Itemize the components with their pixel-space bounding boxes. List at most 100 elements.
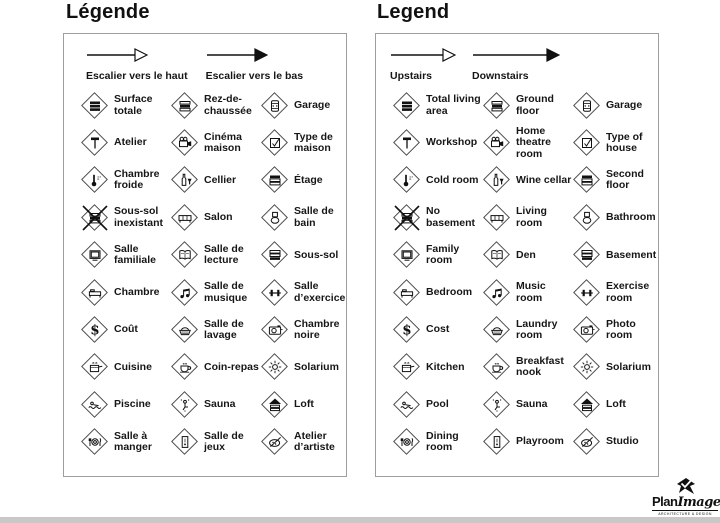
legend-item-label: Type de maison — [294, 130, 333, 155]
legend-item-label: Atelier — [114, 136, 147, 149]
stairs-arrow-item: Downstairs — [472, 47, 561, 82]
dollar-icon: $ — [80, 315, 110, 345]
legend-item: Loft — [572, 386, 662, 423]
legend-item-label: Total living area — [426, 93, 481, 117]
legend-item-label: Kitchen — [426, 360, 465, 373]
legend-item-label: Home theatre room — [516, 124, 552, 160]
logo-tagline: ARCHITECTURE & DESIGN — [652, 510, 718, 516]
legend-item: No basement — [392, 199, 482, 236]
hammer-icon — [392, 128, 422, 158]
legend-item: Solarium — [572, 349, 662, 386]
legend-item: Basement — [572, 237, 662, 274]
dumbbell-icon — [572, 278, 602, 308]
legend-item: Type de maison — [260, 124, 350, 161]
play-icon — [482, 427, 512, 457]
legend-item-label: Salle de lavage — [204, 317, 244, 342]
floors-ground-icon — [170, 91, 200, 121]
legend-item-label: Bathroom — [606, 211, 656, 224]
planimage-logo: PlanImage ARCHITECTURE & DESIGN — [652, 477, 720, 516]
legend-item-label: Salle familiale — [114, 242, 157, 267]
stairs-arrow-item: Escalier vers le haut — [86, 47, 188, 82]
legend-panel-fr: Escalier vers le haut Escalier vers le ba… — [63, 33, 347, 477]
sofa-icon — [170, 203, 200, 233]
legend-item: Coin-repas — [170, 349, 260, 386]
legend-item-label: Dining room — [426, 429, 459, 454]
legend-item-label: Salle de lecture — [204, 242, 244, 267]
legend-item: Playroom — [482, 424, 572, 461]
planimage-mark-icon — [677, 478, 695, 494]
thermometer-icon: 2° — [80, 165, 110, 195]
legend-item: Sauna — [170, 386, 260, 423]
legend-item: Cinéma maison — [170, 124, 260, 161]
legend-item: Living room — [482, 199, 572, 236]
sun-icon — [260, 352, 290, 382]
legend-item: Salle de lecture — [170, 237, 260, 274]
legend-item-label: Salle de jeux — [204, 429, 244, 454]
arrow-up-open-icon — [390, 47, 457, 68]
floors-ground-icon — [482, 91, 512, 121]
book-icon — [482, 240, 512, 270]
legend-item: Salle de bain — [260, 199, 350, 236]
legend-item-label: Studio — [606, 435, 639, 448]
legend-item: Loft — [260, 386, 350, 423]
legend-item: Chambre noire — [260, 311, 350, 348]
palette-icon — [572, 427, 602, 457]
legend-item: Garage — [572, 87, 662, 124]
tv-icon — [392, 240, 422, 270]
legend-item: Studio — [572, 424, 662, 461]
legend-item-label: Coût — [114, 323, 138, 336]
legend-item-label: Breakfast nook — [516, 354, 564, 379]
legend-item-label: Pool — [426, 398, 449, 411]
sofa-icon — [482, 203, 512, 233]
legend-item-label: Sous-sol inexistant — [114, 205, 164, 229]
legend-item: Music room — [482, 274, 572, 311]
legend-item-label: Bedroom — [426, 285, 473, 298]
legend-item: Kitchen — [392, 349, 482, 386]
thermometer-icon: 2° — [392, 165, 422, 195]
floors-basement-icon — [572, 240, 602, 270]
planimage-wordmark: PlanImage — [652, 495, 720, 510]
car-icon — [260, 91, 290, 121]
legend-item-label: Den — [516, 248, 536, 261]
legend-item: 2° Cold room — [392, 162, 482, 199]
legend-item: $ Cost — [392, 311, 482, 348]
legend-item-label: Solarium — [606, 360, 651, 373]
legend-item: Cellier — [170, 162, 260, 199]
pot-icon — [80, 352, 110, 382]
legend-item: Photo room — [572, 311, 662, 348]
car-icon — [572, 91, 602, 121]
stairs-arrow-label: Downstairs — [472, 70, 529, 82]
legend-item: Ground floor — [482, 87, 572, 124]
legend-item-label: Type of house — [606, 130, 643, 155]
sun-icon — [572, 352, 602, 382]
legend-item-grid: Surface totale Rez-de-chaussée Garage Ateli… — [80, 87, 345, 461]
legend-item-label: Atelier d’artiste — [294, 429, 335, 454]
legend-item: Solarium — [260, 349, 350, 386]
book-icon — [170, 240, 200, 270]
legend-item-label: Chambre froide — [114, 167, 160, 192]
projector-icon — [170, 128, 200, 158]
legend-item: Family room — [392, 237, 482, 274]
wine-icon — [170, 165, 200, 195]
washer-icon — [170, 315, 200, 345]
dollar-icon: $ — [392, 315, 422, 345]
svg-text:$: $ — [90, 323, 99, 339]
cup-icon — [170, 352, 200, 382]
arrow-down-solid-icon — [206, 47, 304, 68]
legend-item-label: Photo room — [606, 317, 636, 342]
page-title-fr: Légende — [66, 1, 150, 23]
legend-item-label: Cellier — [204, 173, 237, 186]
legend-item-label: Coin-repas — [204, 360, 259, 373]
legend-item-label: Laundry room — [516, 317, 558, 342]
legend-item-label: Solarium — [294, 360, 339, 373]
legend-item: Laundry room — [482, 311, 572, 348]
legend-item-label: Sauna — [516, 398, 548, 411]
logo-image-text: Image — [677, 495, 720, 510]
hammer-icon — [80, 128, 110, 158]
cup-icon — [482, 352, 512, 382]
legend-item: Home theatre room — [482, 124, 572, 161]
legend-item-label: Rez-de-chaussée — [204, 93, 252, 117]
legend-item: Étage — [260, 162, 350, 199]
swimmer-icon — [80, 390, 110, 420]
